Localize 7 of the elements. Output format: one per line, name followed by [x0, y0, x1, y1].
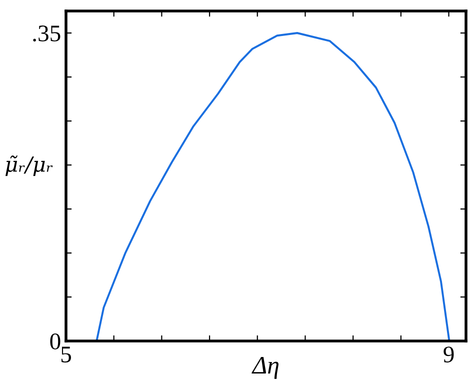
x-axis-title: Δη [252, 356, 278, 379]
line-series [96, 32, 450, 341]
x-tick-label: 9 [444, 346, 454, 362]
y-tick-label: .35 [33, 26, 60, 42]
y-tick-label: 0 [50, 333, 60, 350]
y-axis-title: μ̃ᵣ/μᵣ [5, 155, 53, 176]
x-tick-label: 5 [61, 346, 71, 362]
